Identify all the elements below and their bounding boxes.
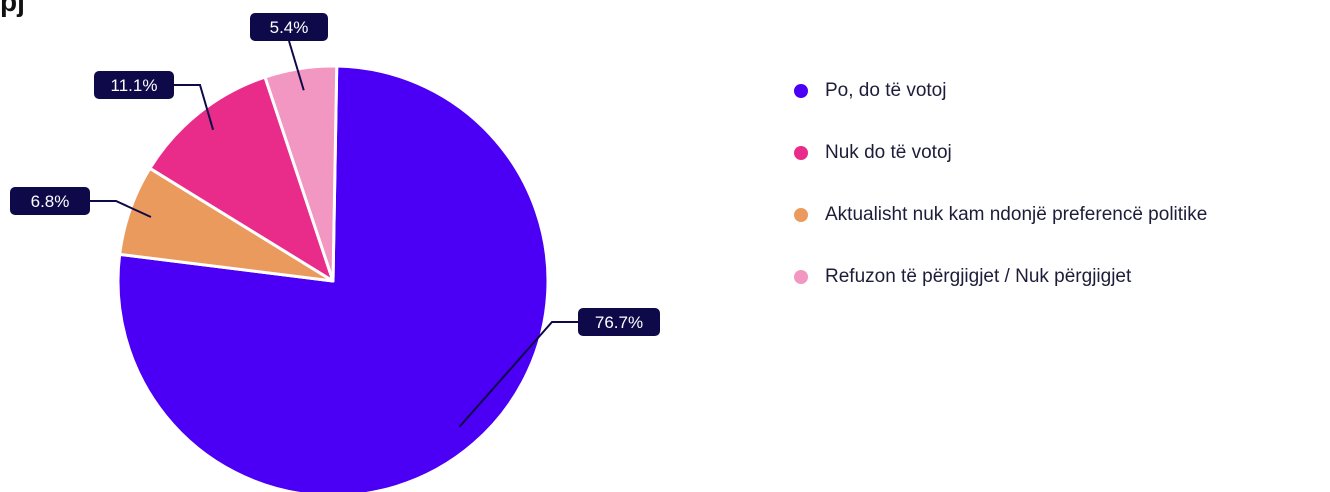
data-label-box xyxy=(94,71,174,99)
leader-line xyxy=(288,40,305,91)
legend-item-po-do-te-votoj[interactable]: Po, do të votoj xyxy=(794,76,1207,106)
legend-swatch xyxy=(794,84,808,98)
legend-swatch xyxy=(794,270,808,284)
pie-slices xyxy=(116,64,550,492)
data-label-box xyxy=(578,308,660,336)
legend-label: Refuzon të përgjigjet / Nuk përgjigjet xyxy=(825,266,1132,287)
leader-line xyxy=(174,84,215,131)
leader-line xyxy=(90,200,152,218)
legend-item-nuk-do-te-votoj[interactable]: Nuk do të votoj xyxy=(794,138,1207,168)
legend-label: Nuk do të votoj xyxy=(825,142,952,163)
data-label: 6.8% xyxy=(31,192,70,211)
data-label-box xyxy=(250,13,328,41)
legend-label: Po, do të votoj xyxy=(825,80,947,101)
data-label-box xyxy=(10,187,90,215)
data-label: 76.7% xyxy=(595,313,643,332)
chart-title-fragment: pj xyxy=(0,0,25,17)
data-label: 5.4% xyxy=(270,18,309,37)
data-labels: 76.7% 6.8% 11.1% 5.4% xyxy=(10,13,660,428)
legend-label: Aktualisht nuk kam ndonjë preferencë pol… xyxy=(825,204,1208,225)
legend-swatch xyxy=(794,146,808,160)
legend-item-refuzon-te-pergjigjet-nuk-pergjigjet[interactable]: Refuzon të përgjigjet / Nuk përgjigjet xyxy=(794,262,1207,292)
pie-slice-po-do-te-votoj xyxy=(116,64,550,492)
data-label: 11.1% xyxy=(111,76,158,95)
leader-line xyxy=(458,321,578,428)
legend-item-aktualisht-nuk-kam-ndonje-preference-politike[interactable]: Aktualisht nuk kam ndonjë preferencë pol… xyxy=(794,200,1207,230)
chart-legend: Po, do të votoj Nuk do të votoj Aktualisht… xyxy=(794,76,1207,324)
legend-swatch xyxy=(794,208,808,222)
pie-slice-nuk-do-te-votoj xyxy=(148,75,335,283)
pie-slice-refuzon-te-pergjigjet-nuk-pergjigjet xyxy=(263,64,339,283)
